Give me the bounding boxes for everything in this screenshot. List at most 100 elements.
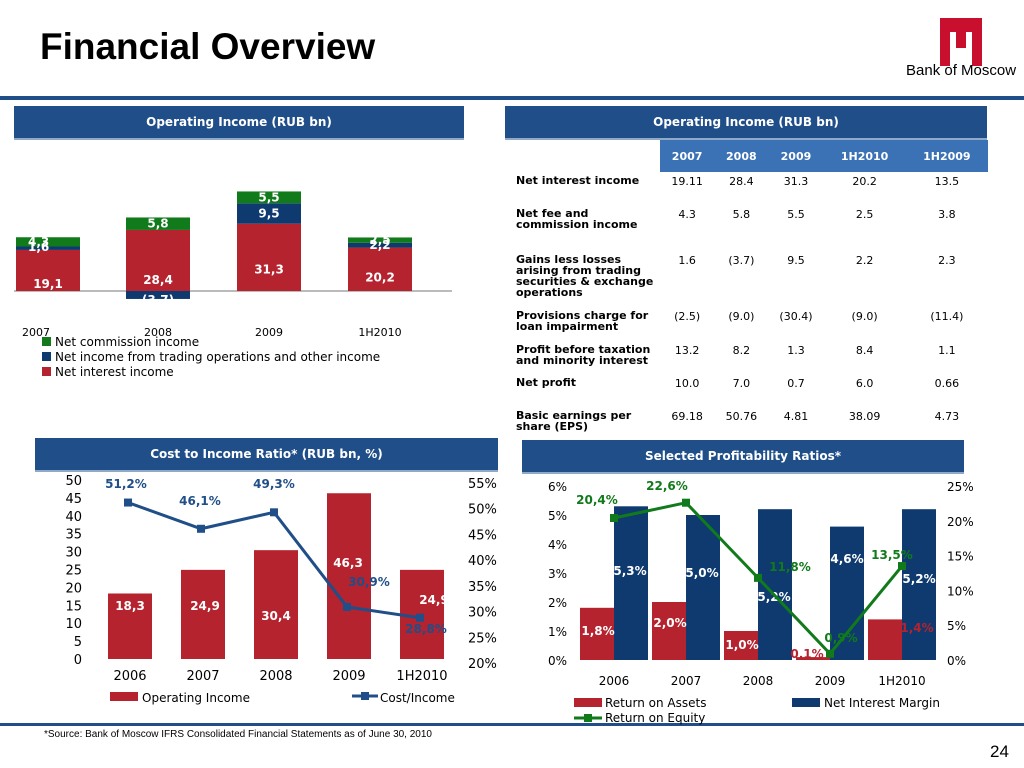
profitability-header: Selected Profitability Ratios*	[522, 440, 964, 474]
table-row-label: Net fee and commission income	[516, 207, 638, 231]
bar-net-interest	[237, 223, 301, 291]
table-cell: 2.5	[855, 208, 874, 221]
x-tick-label: 2008	[144, 326, 172, 339]
bottom-rule	[0, 723, 1024, 726]
operating-income-chart: 19,1 1,64,3 2007 28,4 (3,7) 5,8 2008 31,3 9,5 5,5…	[14, 190, 452, 379]
table-row: Provisions charge for loan impairment (2.…	[508, 307, 988, 341]
x-tick-label: 1H2010	[358, 326, 401, 339]
y-tick-left: 0	[74, 653, 82, 668]
label-net-interest: 20,2	[365, 271, 395, 285]
x-tick-label: 2007	[22, 326, 50, 339]
label-net-interest-margin: 5,3%	[613, 564, 646, 578]
legend-swatch	[574, 698, 602, 707]
table-header-cell: 2007	[660, 140, 715, 172]
y-tick-left: 5	[74, 635, 82, 650]
y-tick-right: 45%	[468, 528, 497, 543]
marker-cost-income	[343, 602, 351, 611]
legend-swatch	[792, 698, 820, 707]
table-cell: 7.0	[732, 377, 751, 390]
label-return-on-equity: 0,9%	[824, 631, 857, 645]
profitability-chart: 0% 1% 2% 3% 4% 5% 6% 0% 5% 10% 15% 20% 25% 1,8% 5,3% 20…	[548, 479, 974, 725]
label-commission: 5,5	[258, 190, 279, 204]
y-tick-right: 20%	[947, 515, 974, 529]
table-cell: 8.4	[855, 344, 874, 357]
label-return-on-equity: 22,6%	[646, 479, 688, 493]
y-tick-left: 5%	[548, 509, 567, 523]
label-return-on-assets: 0,1%	[790, 647, 823, 661]
label-net-interest: 19,1	[33, 277, 63, 291]
table-cell: 19.11	[671, 175, 703, 188]
cost-income-header: Cost to Income Ratio* (RUB bn, %)	[35, 438, 498, 472]
label-return-on-equity: 11,8%	[769, 560, 811, 574]
table-header-cell: 2008	[714, 140, 769, 172]
legend-label: Return on Equity	[605, 711, 705, 725]
table-cell: 5.8	[732, 208, 751, 221]
table-cell: 1.1	[938, 344, 956, 357]
table-cell: 2.2	[855, 254, 874, 267]
label-net-interest-margin: 4,6%	[830, 552, 863, 566]
bar-operating-income	[327, 493, 371, 659]
marker-cost-income	[197, 524, 205, 533]
legend-label: Return on Assets	[605, 696, 706, 710]
bar-operating-income	[108, 593, 152, 659]
label-net-interest-margin: 5,0%	[685, 566, 718, 580]
table-cell: (11.4)	[930, 310, 964, 323]
table-cell: 13.2	[674, 344, 700, 357]
table-cell: 13.5	[934, 175, 960, 188]
y-tick-right: 15%	[947, 550, 974, 564]
table-header-cell	[508, 140, 660, 172]
table-cell: 4.73	[934, 410, 960, 423]
y-tick-left: 6%	[548, 480, 567, 494]
label-commission: 5,8	[147, 217, 168, 231]
y-tick-right: 20%	[468, 657, 497, 672]
table-row-label: Provisions charge for loan impairment	[516, 309, 649, 333]
label-return-on-assets: 1,8%	[581, 624, 614, 638]
x-tick-label: 1H2010	[396, 669, 447, 684]
table-cell: 5.5	[787, 208, 805, 221]
table-row: Net interest income 19.11 28.4 31.3 20.2 13.5	[508, 172, 988, 205]
y-tick-left: 45	[65, 492, 82, 507]
bar-trading-income	[16, 246, 80, 250]
op-income-table-header: Operating Income (RUB bn)	[505, 106, 987, 140]
label-return-on-assets: 2,0%	[653, 616, 686, 630]
legend-swatch	[110, 692, 138, 701]
label-return-on-equity: 13,5%	[871, 548, 913, 562]
x-tick-label: 2007	[671, 674, 702, 688]
y-tick-left: 0%	[548, 654, 567, 668]
marker-cost-income	[124, 498, 132, 507]
bar-commission	[16, 237, 80, 247]
label-cost-income: 46,1%	[179, 494, 221, 508]
label-commission: 4,3	[28, 235, 49, 249]
table-cell: 9.5	[787, 254, 805, 267]
y-tick-right: 40%	[468, 554, 497, 569]
legend-swatch	[584, 714, 592, 722]
label-net-interest-margin: 5,2%	[902, 572, 935, 586]
bar-operating-income	[181, 569, 225, 659]
bar-net-interest-margin	[830, 526, 864, 660]
label-trading-income: 9,5	[258, 206, 279, 220]
legend-swatch	[42, 367, 51, 376]
table-row-label: Profit before taxation and minority inte…	[516, 343, 651, 367]
table-cell: (9.0)	[728, 310, 755, 323]
operating-income-table: 2007 2008 2009 1H2010 1H2009 Net interest inc…	[508, 140, 988, 435]
table-cell: (3.7)	[728, 254, 755, 267]
marker-return-on-equity	[682, 498, 690, 507]
source-footnote: *Source: Bank of Moscow IFRS Consolidate…	[44, 729, 432, 740]
bar-return-on-assets	[580, 607, 614, 660]
page-number: 24	[990, 742, 1009, 761]
bar-return-on-assets	[796, 657, 830, 660]
table-row-label: Net interest income	[516, 174, 640, 187]
label-operating-income: 18,3	[115, 599, 145, 613]
table-row-label: Basic earnings per share (EPS)	[516, 409, 632, 433]
y-tick-right: 10%	[947, 584, 974, 598]
label-cost-income: 49,3%	[253, 477, 295, 491]
bar-net-interest	[16, 249, 80, 291]
bar-net-interest	[348, 247, 412, 291]
y-tick-left: 20	[65, 581, 82, 596]
bar-return-on-assets	[652, 602, 686, 660]
y-tick-left: 1%	[548, 625, 567, 639]
x-tick-label: 2006	[113, 669, 146, 684]
table-cell: (2.5)	[674, 310, 701, 323]
table-cell: 1.3	[787, 344, 805, 357]
label-cost-income: 51,2%	[105, 477, 147, 491]
